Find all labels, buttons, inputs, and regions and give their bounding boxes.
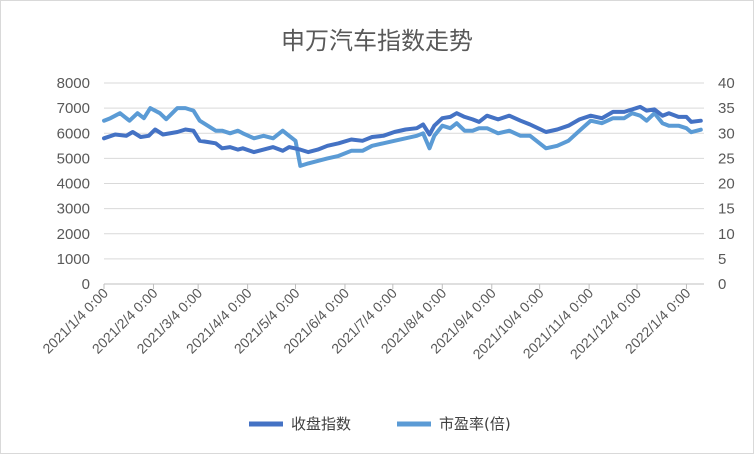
series-line-pe-ratio [102,106,703,168]
left-tick-label: 8000 [57,75,90,92]
gridlines [104,82,704,260]
left-tick-label: 2000 [57,226,90,243]
legend: 收盘指数 市盈率(倍) [249,415,511,433]
right-tick-label: 15 [718,201,735,218]
left-tick-label: 0 [82,276,90,293]
right-tick-label: 30 [718,125,735,142]
series-lines [102,104,703,168]
right-tick-label: 20 [718,176,735,193]
left-axis-ticks: 0 1000 2000 3000 4000 5000 6000 7000 8000 [57,75,90,293]
left-tick-label: 7000 [57,100,90,117]
right-axis-ticks: 0 5 10 15 20 25 30 35 40 [718,75,735,293]
left-tick-label: 3000 [57,201,90,218]
left-tick-label: 6000 [57,125,90,142]
left-tick-label: 5000 [57,150,90,167]
right-tick-label: 40 [718,75,735,92]
right-tick-label: 5 [718,251,726,268]
legend-label-pe-ratio: 市盈率(倍) [439,415,511,433]
left-tick-label: 1000 [57,251,90,268]
legend-label-close-index: 收盘指数 [291,415,351,433]
right-tick-label: 25 [718,150,735,167]
right-tick-label: 35 [718,100,735,117]
right-tick-label: 10 [718,226,735,243]
chart-title: 申万汽车指数走势 [281,27,473,55]
right-tick-label: 0 [718,276,726,293]
left-tick-label: 4000 [57,176,90,193]
series-line-close-index [102,104,703,155]
